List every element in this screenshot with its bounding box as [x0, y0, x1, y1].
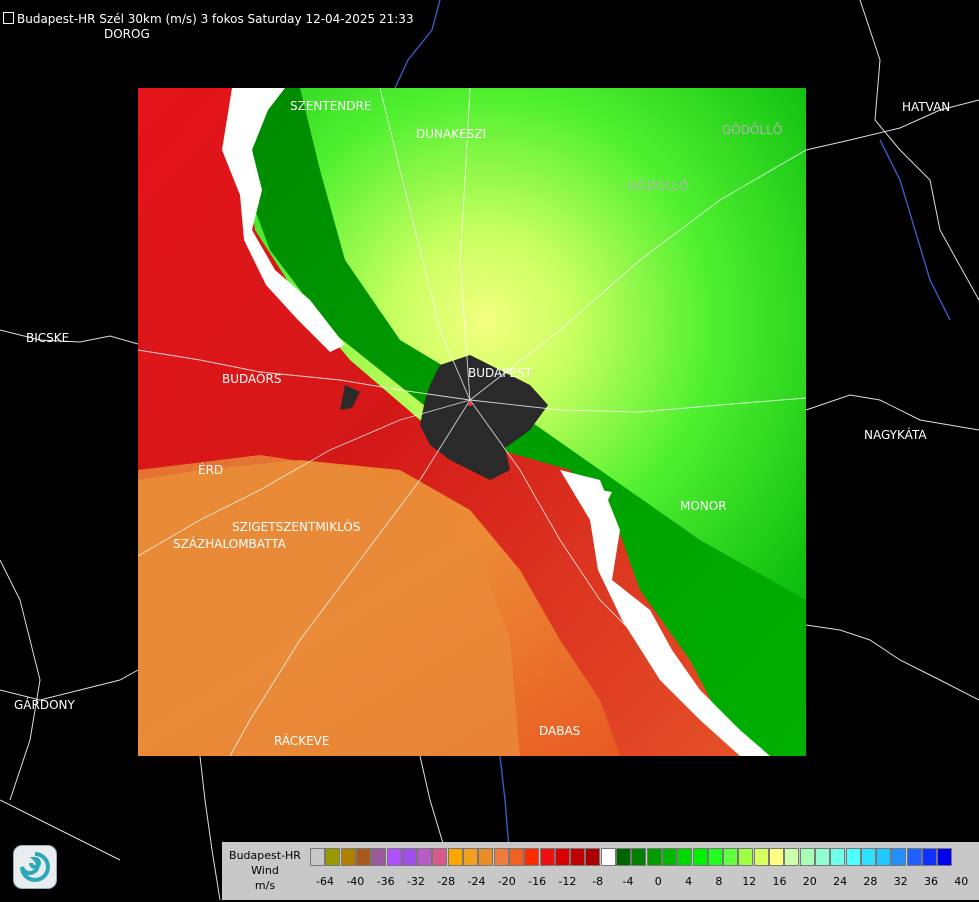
place-label-gardony: GÁRDONY [14, 698, 75, 712]
legend-swatch [937, 848, 953, 866]
legend-tick-label: 40 [954, 875, 969, 888]
place-label-szentendre: SZENTENDRE [290, 99, 372, 113]
legend-tick-label: -40 [346, 875, 365, 888]
legend-swatch [355, 848, 371, 866]
place-label-godollo: GÖDÖLLŐ [628, 179, 689, 193]
map-header: Budapest-HR Szél 30km (m/s) 3 fokos Satu… [3, 12, 414, 26]
legend-swatch [401, 848, 417, 866]
legend-swatch [784, 848, 800, 866]
legend-swatch [922, 848, 937, 866]
legend-tick-label: -4 [622, 875, 634, 888]
legend-swatch [661, 848, 677, 866]
legend-swatch [769, 848, 784, 866]
legend-swatch [753, 848, 769, 866]
legend-swatch [493, 848, 509, 866]
legend-swatch [325, 848, 341, 866]
roads [137, 87, 807, 757]
header-title: Budapest-HR Szél 30km (m/s) 3 fokos Satu… [17, 12, 414, 26]
legend-tick-label: -32 [406, 875, 425, 888]
legend-tick-label: -12 [558, 875, 577, 888]
legend-tick-label: 24 [833, 875, 848, 888]
place-label-szigetszentmiklos: SZIGETSZENTMIKLÓS [232, 520, 361, 534]
legend-swatch [906, 848, 922, 866]
legend-swatch [860, 848, 876, 866]
legend-swatch [539, 848, 555, 866]
radar-site-marker [468, 402, 472, 406]
legend-swatch [677, 848, 693, 866]
place-label-gyula: GÖDÖLLŐ [722, 123, 783, 137]
legend-swatch [600, 848, 616, 866]
legend-swatch [447, 848, 463, 866]
legend-swatch [432, 848, 448, 866]
legend-tick-label: 20 [802, 875, 817, 888]
legend-swatch [830, 848, 846, 866]
legend-tick-label: -24 [467, 875, 486, 888]
legend-swatch [371, 848, 387, 866]
legend-swatch [814, 848, 830, 866]
legend-swatch [616, 848, 631, 866]
legend-tick-label: 36 [924, 875, 938, 888]
legend-tick-label: 4 [685, 875, 693, 888]
place-label-dorog: DOROG [104, 27, 150, 41]
legend-swatch [463, 848, 478, 866]
legend-tick-label: 16 [772, 875, 787, 888]
legend-swatch [723, 848, 739, 866]
legend-swatch [631, 848, 647, 866]
legend-swatch [707, 848, 723, 866]
legend-swatch [876, 848, 892, 866]
logo [13, 845, 57, 889]
place-label-monor: MONOR [680, 499, 727, 513]
legend-swatch [845, 848, 861, 866]
place-label-budaors: BUDAÖRS [222, 372, 282, 386]
legend-swatch [524, 848, 540, 866]
legend-swatch [310, 848, 325, 866]
legend-tick-label: -8 [592, 875, 604, 888]
legend-tick-label: -36 [376, 875, 395, 888]
legend-tick-label: 12 [742, 875, 757, 888]
legend-unit: m/s [254, 879, 276, 892]
legend-station: Budapest-HR [229, 849, 301, 862]
radar-velocity-field [138, 88, 806, 756]
legend-tick-label: -28 [437, 875, 456, 888]
place-label-nagykata: NAGYKÁTA [864, 428, 927, 442]
legend-tick-label: 28 [863, 875, 878, 888]
legend-swatch [585, 848, 601, 866]
place-label-dunakeszi: DUNAKESZI [416, 127, 487, 141]
legend-swatch [478, 848, 494, 866]
place-label-budapest: BUDAPEST [468, 366, 533, 380]
legend-swatch [386, 848, 402, 866]
legend-swatch [417, 848, 433, 866]
legend-swatch [646, 848, 662, 866]
legend-tick-label: 0 [654, 875, 662, 888]
place-label-szazhalombatta: SZÁZHALOMBATTA [173, 537, 286, 551]
color-scale-legend: Budapest-HR Wind m/s -64 -40 -36 -32 -28 -24-… [222, 842, 979, 900]
legend-tick-label: 32 [893, 875, 908, 888]
legend-tick-label: 8 [715, 875, 723, 888]
legend-tick-label: -64 [316, 875, 334, 888]
legend-quantity: Wind [251, 864, 279, 877]
place-label-bicske: BICSKE [26, 331, 70, 345]
legend-swatch [799, 848, 815, 866]
place-label-rackeve: RÁCKEVE [274, 734, 330, 748]
place-label-dabas: DABAS [539, 724, 581, 738]
place-label-hatvan: HATVAN [902, 100, 951, 114]
legend-swatch [570, 848, 586, 866]
legend-tick-label: -16 [528, 875, 547, 888]
legend-swatch [891, 848, 907, 866]
legend-swatch [554, 848, 570, 866]
legend-swatch [508, 848, 524, 866]
legend-tick-label: -20 [497, 875, 516, 888]
legend-swatch [340, 848, 356, 866]
save-icon[interactable] [3, 12, 14, 24]
place-label-erd: ÉRD [198, 463, 224, 477]
legend-swatch [692, 848, 708, 866]
legend-swatch [738, 848, 754, 866]
legend-title: Budapest-HR Wind m/s [224, 848, 306, 893]
